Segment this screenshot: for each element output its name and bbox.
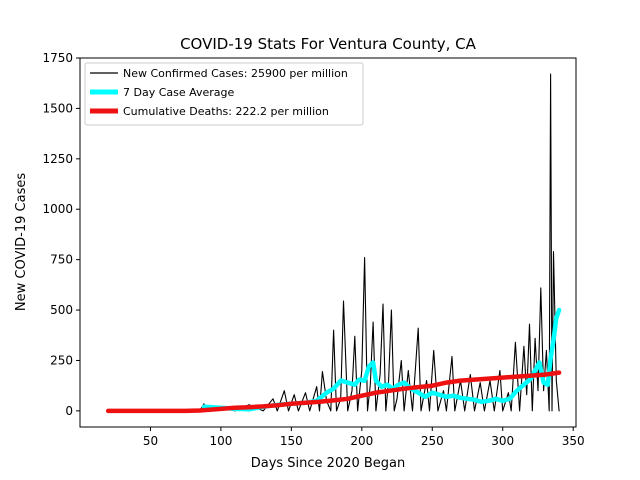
y-tick-label: 500 xyxy=(50,303,73,317)
y-tick-label: 1750 xyxy=(42,51,73,65)
x-axis: 50 100 150 200 250 300 350 xyxy=(143,427,585,448)
x-tick-label: 100 xyxy=(209,434,232,448)
legend-label-cases: New Confirmed Cases: 25900 per million xyxy=(123,67,348,80)
series-new-cases-line xyxy=(199,73,560,412)
chart-title: COVID-19 Stats For Ventura County, CA xyxy=(180,35,477,53)
y-tick-label: 1000 xyxy=(42,202,73,216)
series-7-day-average-line xyxy=(201,307,562,412)
y-axis-label: New COVID-19 Cases xyxy=(14,173,29,311)
x-tick-label: 200 xyxy=(350,434,373,448)
x-tick-label: 50 xyxy=(143,434,158,448)
x-tick-label: 350 xyxy=(562,434,585,448)
y-tick-label: 1500 xyxy=(42,101,73,115)
y-tick-label: 1250 xyxy=(42,152,73,166)
y-axis: 0 250 500 750 1000 1250 1500 1750 xyxy=(42,51,80,418)
x-tick-label: 300 xyxy=(491,434,514,448)
x-tick-label: 250 xyxy=(421,434,444,448)
legend-label-deaths: Cumulative Deaths: 222.2 per million xyxy=(123,105,329,118)
series-layer xyxy=(105,73,562,414)
plot-frame xyxy=(79,57,577,428)
legend-label-average: 7 Day Case Average xyxy=(123,86,235,99)
legend: New Confirmed Cases: 25900 per million 7… xyxy=(84,62,364,126)
legend-box xyxy=(84,62,364,126)
y-tick-label: 750 xyxy=(50,253,73,267)
y-tick-label: 250 xyxy=(50,353,73,367)
x-axis-label: Days Since 2020 Began xyxy=(251,456,406,471)
x-tick-label: 150 xyxy=(280,434,303,448)
series-cumulative-deaths-line xyxy=(105,370,562,414)
y-tick-label: 0 xyxy=(65,404,73,418)
